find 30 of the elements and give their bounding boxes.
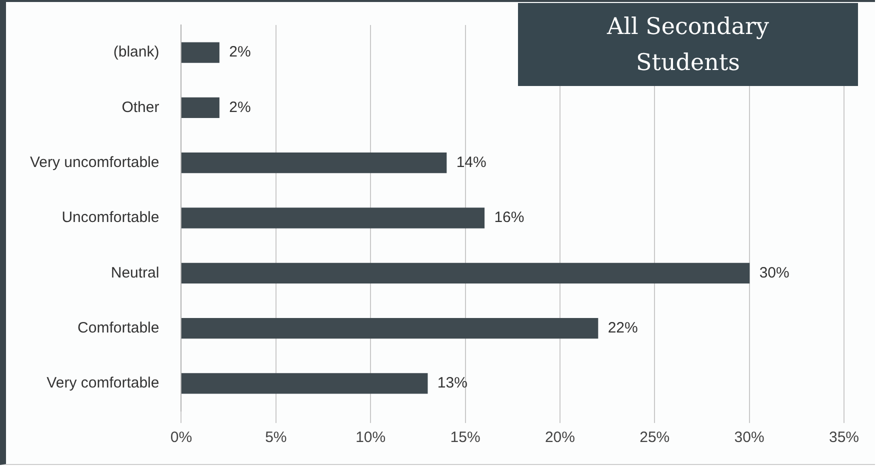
x-tick-label: 5% (265, 429, 287, 446)
bar (181, 318, 598, 339)
x-tick-label: 15% (450, 429, 480, 446)
data-label: 2% (229, 44, 251, 61)
data-label: 16% (494, 209, 524, 226)
y-tick-label: Neutral (110, 264, 160, 282)
x-tick-label: 20% (544, 429, 575, 446)
data-label: 22% (608, 319, 638, 336)
data-label: 14% (456, 154, 486, 171)
y-tick-label: (blank) (113, 44, 160, 61)
y-tick-label: Other (122, 98, 160, 116)
x-tick-label: 0% (170, 429, 192, 446)
data-label: 2% (229, 98, 251, 116)
chart-title: All Secondary Students (606, 13, 770, 78)
bar (181, 208, 485, 228)
data-label: 13% (437, 374, 468, 392)
y-tick-label: Very uncomfortable (30, 154, 160, 171)
y-tick-label: Very comfortable (46, 374, 160, 392)
x-tick-label: 35% (828, 429, 860, 446)
y-tick-label: Uncomfortable (62, 209, 160, 226)
y-tick-label: Comfortable (78, 319, 160, 336)
data-label: 30% (759, 264, 790, 282)
x-tick-label: 25% (640, 429, 670, 446)
x-tick-label: 10% (356, 429, 386, 446)
bar (181, 262, 750, 284)
bar (181, 373, 428, 394)
bar (181, 97, 220, 118)
x-tick-label: 30% (734, 429, 764, 446)
bar (181, 42, 220, 63)
bar (181, 152, 447, 174)
